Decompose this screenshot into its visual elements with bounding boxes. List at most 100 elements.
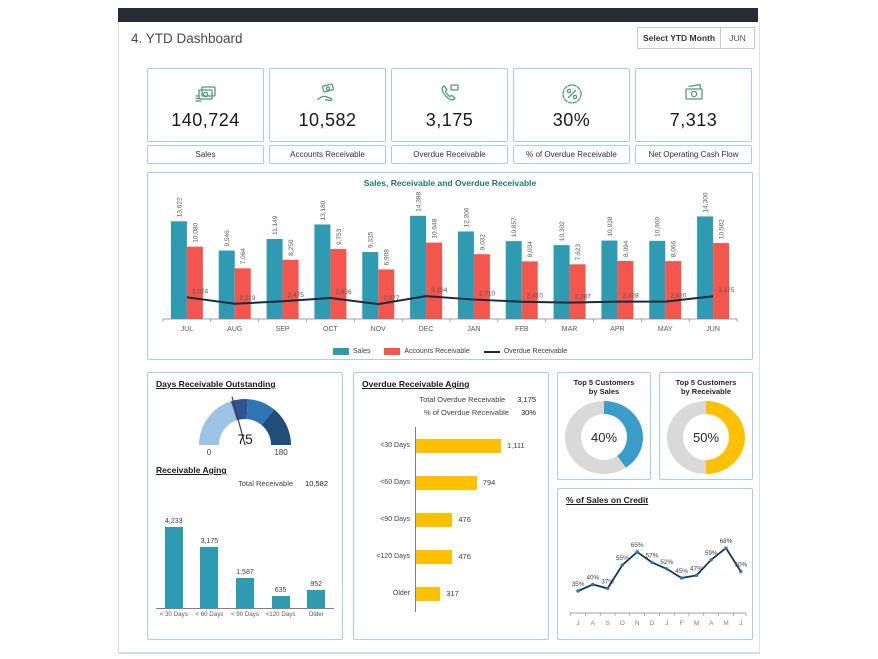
- overdue-bar-row-3: <120 Days 476: [362, 538, 540, 575]
- legend-swatch: [384, 348, 401, 355]
- svg-text:52%: 52%: [660, 559, 673, 566]
- svg-text:2,475: 2,475: [288, 292, 305, 299]
- legend-label: Accounts Receivable: [404, 348, 470, 355]
- kpi-value-box: 140,724: [147, 68, 264, 142]
- overdue-bar-zone: 794: [415, 464, 540, 501]
- overdue-bar-value: 476: [458, 515, 471, 524]
- svg-text:F: F: [680, 620, 684, 627]
- month-select-control: Select YTD Month JUN: [637, 27, 755, 49]
- kpi-value-box: 10,582: [269, 68, 386, 142]
- hand-money-icon: [315, 80, 341, 108]
- svg-text:J: J: [739, 620, 742, 627]
- svg-text:D: D: [650, 620, 655, 627]
- overdue-aging-panel: Overdue Receivable Aging Total Overdue R…: [353, 372, 549, 640]
- kpi-value: 10,582: [298, 109, 357, 130]
- sales-receivable-chart-panel: Sales, Receivable and Overdue Receivable…: [147, 172, 753, 360]
- svg-text:N: N: [635, 620, 640, 627]
- aging-bar: [235, 577, 254, 608]
- receivable-aging-categories: < 30 Days < 60 Days < 90 Days <120 Days Olde…: [156, 611, 334, 618]
- svg-text:9,335: 9,335: [368, 231, 375, 248]
- month-select-value[interactable]: JUN: [720, 27, 755, 49]
- kpi-value-box: 3,175: [391, 68, 508, 142]
- kpi-label: Overdue Receivable: [391, 145, 508, 164]
- overdue-bar: [416, 549, 453, 564]
- svg-text:JUL: JUL: [181, 326, 194, 333]
- receivable-outstanding-panel: Days Receivable Outstanding 75 0 180 Recei…: [147, 372, 343, 640]
- overdue-stat-value: 3,175: [517, 395, 536, 404]
- overdue-category: Older: [392, 590, 410, 597]
- svg-text:NOV: NOV: [371, 326, 387, 333]
- svg-text:10,900: 10,900: [655, 217, 662, 237]
- svg-text:35%: 35%: [572, 581, 585, 588]
- aging-category: < 60 Days: [195, 611, 224, 618]
- svg-text:180: 180: [274, 448, 288, 457]
- overdue-stat: % of Overdue Receivable 30%: [362, 408, 540, 417]
- aging-category: <120 Days: [265, 611, 296, 618]
- svg-text:3,194: 3,194: [431, 287, 448, 294]
- percent-badge-icon: [559, 80, 585, 108]
- overdue-bar-value: 317: [446, 589, 459, 598]
- legend-item-overdue-receivable: Overdue Receivable: [483, 348, 568, 355]
- svg-text:3,024: 3,024: [192, 288, 209, 295]
- svg-text:S: S: [605, 620, 609, 627]
- svg-text:2,410: 2,410: [527, 293, 544, 300]
- top-accent-bar: [118, 8, 758, 22]
- svg-text:8,094: 8,094: [623, 240, 630, 257]
- overdue-bar-value: 794: [482, 478, 496, 487]
- svg-text:65%: 65%: [631, 542, 644, 549]
- svg-text:50%: 50%: [734, 562, 747, 569]
- svg-text:2,119: 2,119: [240, 295, 256, 302]
- gauge-title: Days Receivable Outstanding: [156, 379, 276, 389]
- svg-text:37%: 37%: [601, 578, 614, 585]
- svg-text:MAR: MAR: [562, 326, 578, 333]
- overdue-aging-title: Overdue Receivable Aging: [362, 379, 470, 389]
- overdue-bar-row-2: <90 Days 476: [362, 501, 540, 538]
- svg-text:2,287: 2,287: [575, 294, 592, 301]
- svg-text:O: O: [620, 620, 625, 627]
- kpi-label: Accounts Receivable: [269, 145, 386, 164]
- svg-text:2,420: 2,420: [670, 293, 687, 300]
- svg-text:10,582: 10,582: [719, 219, 726, 239]
- overdue-bar-value: 1,111: [507, 441, 525, 450]
- sales-on-credit-title: % of Sales on Credit: [566, 495, 649, 505]
- combo-chart-legend: Sales Accounts Receivable Overdue Receivab…: [148, 348, 752, 355]
- aging-category: < 30 Days: [159, 611, 188, 618]
- overdue-stat-value: 30%: [520, 408, 536, 417]
- aging-bar-value: 1,587: [236, 568, 254, 576]
- aging-category: Older: [308, 611, 324, 618]
- overdue-bar: [416, 586, 441, 601]
- overdue-aging-chart: <30 Days 1,111 <60 Days 794 <90 Days 476 <120 …: [362, 427, 540, 612]
- top5-receivable-title: Top 5 Customers by Receivable: [676, 378, 737, 397]
- kpi-label: % of Overdue Receivable: [513, 145, 630, 164]
- legend-label: Overdue Receivable: [503, 348, 568, 355]
- aging-category: < 90 Days: [230, 611, 259, 618]
- overdue-bar-zone: 476: [415, 538, 540, 575]
- aging-bar: [307, 589, 326, 608]
- svg-text:13,622: 13,622: [176, 197, 183, 217]
- legend-item-accounts-receivable: Accounts Receivable: [384, 348, 470, 355]
- aging-bar-2: 1,587: [227, 569, 263, 608]
- svg-text:10,938: 10,938: [607, 216, 614, 236]
- svg-text:0: 0: [207, 448, 212, 457]
- svg-text:57%: 57%: [646, 552, 659, 559]
- cash-stack-icon: [193, 80, 219, 108]
- legend-swatch: [483, 350, 500, 353]
- svg-text:40%: 40%: [586, 575, 599, 582]
- svg-text:75: 75: [237, 431, 253, 447]
- aging-bar-value: 3,175: [200, 538, 219, 546]
- svg-text:14,388: 14,388: [416, 192, 423, 212]
- svg-text:2,077: 2,077: [383, 295, 400, 302]
- top5-sales-title-line1: Top 5 Customers: [573, 378, 635, 387]
- kpi-value: 140,724: [171, 109, 240, 130]
- aging-bar-value: 635: [274, 586, 287, 594]
- svg-text:10,857: 10,857: [511, 217, 518, 237]
- top5-receivable-donut-value: 50%: [692, 429, 720, 445]
- svg-text:7,623: 7,623: [575, 244, 582, 261]
- legend-swatch: [332, 348, 349, 355]
- svg-text:11,149: 11,149: [272, 215, 279, 235]
- aging-bar-4: 952: [298, 581, 334, 608]
- top5-sales-donut: 40%: [565, 400, 643, 474]
- svg-text:6,908: 6,908: [384, 249, 391, 266]
- svg-text:JUN: JUN: [706, 326, 720, 333]
- receivable-aging-chart: 4,233 3,175 1,587 635 952: [156, 494, 334, 609]
